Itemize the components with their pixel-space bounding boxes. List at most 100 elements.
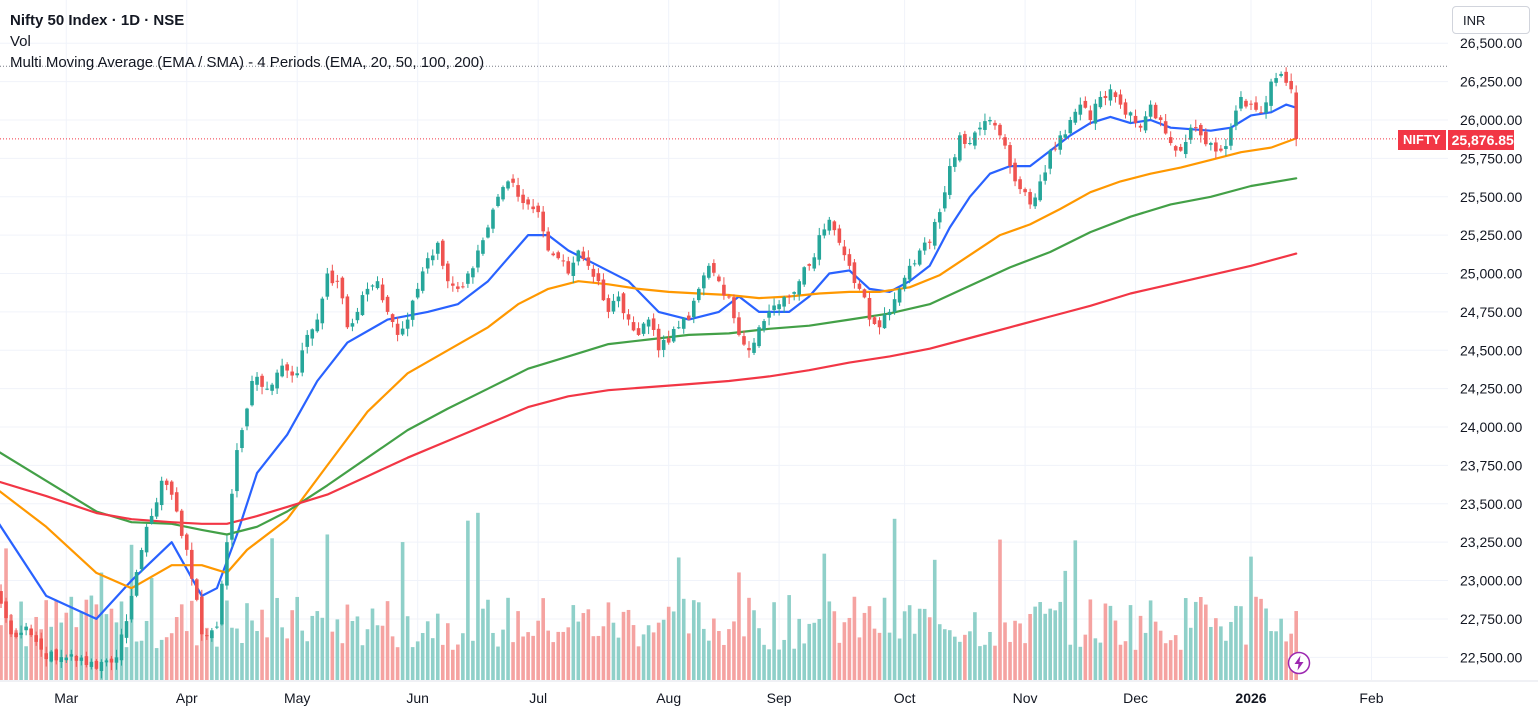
candle	[74, 654, 79, 667]
candle	[541, 206, 545, 238]
volume-bar	[963, 634, 967, 680]
chart-legend: Nifty 50 Index · 1D · NSE Vol Multi Movi…	[10, 10, 484, 73]
candle	[697, 287, 701, 303]
candle	[466, 271, 470, 288]
candle	[802, 266, 807, 287]
volume-bar	[235, 628, 239, 680]
candle	[686, 311, 691, 321]
volume-bar	[471, 640, 475, 680]
volume-bar	[496, 646, 500, 680]
candle	[1023, 187, 1027, 197]
volume-bar	[506, 597, 510, 680]
volume-bar	[1078, 646, 1083, 680]
volume-bar	[245, 603, 249, 680]
candle-body	[1234, 110, 1238, 126]
x-tick-label: Aug	[656, 690, 681, 706]
volume-bar	[320, 617, 325, 680]
candle-body	[1244, 100, 1248, 107]
volume-bar	[310, 615, 315, 680]
candle-body	[953, 157, 957, 167]
volume-bar	[757, 628, 761, 680]
volume-bar	[174, 617, 179, 680]
candle	[882, 307, 887, 329]
candle	[440, 238, 445, 270]
candle-body	[917, 250, 922, 265]
candle-body	[727, 296, 731, 298]
currency-selector[interactable]: INR	[1452, 6, 1530, 34]
candle-body	[144, 526, 149, 553]
volume-bar	[230, 627, 234, 680]
volume-bar	[842, 622, 847, 680]
volume-bar	[973, 612, 977, 680]
candle	[1234, 105, 1238, 131]
candle	[867, 291, 872, 327]
candle	[215, 621, 219, 630]
candle	[983, 113, 987, 136]
candle-body	[877, 320, 882, 328]
candle	[812, 253, 817, 272]
candle-body	[837, 228, 842, 243]
volume-bar	[280, 627, 284, 680]
candle-body	[1008, 145, 1012, 167]
candle-body	[887, 311, 892, 316]
candle	[832, 220, 837, 236]
candle-body	[626, 314, 631, 320]
volume-bar	[250, 620, 254, 680]
volume-bar	[601, 626, 606, 680]
candle	[621, 291, 626, 320]
volume-bar	[942, 629, 947, 680]
candle-body	[124, 621, 129, 638]
indicator-legend[interactable]: Multi Moving Average (EMA / SMA) - 4 Per…	[10, 54, 485, 71]
candle	[179, 508, 184, 539]
candle-body	[1013, 162, 1017, 182]
candle-body	[79, 657, 84, 661]
candle-body	[556, 252, 561, 259]
candle	[94, 659, 99, 670]
symbol-title[interactable]: Nifty 50 Index · 1D · NSE	[10, 12, 185, 29]
candle-body	[506, 181, 510, 189]
candle	[1209, 141, 1213, 151]
candle	[310, 328, 315, 346]
candle	[129, 588, 134, 623]
candle-body	[215, 626, 219, 628]
volume-bar	[144, 620, 149, 680]
lightning-icon[interactable]	[1287, 651, 1311, 675]
candle	[1043, 165, 1047, 185]
candle	[747, 341, 751, 358]
candle	[481, 237, 485, 256]
volume-bar	[164, 637, 169, 680]
volume-bar	[516, 611, 520, 680]
volume-bar	[747, 597, 751, 680]
candle-body	[1279, 73, 1283, 76]
candle-body	[179, 510, 184, 536]
candle-body	[330, 270, 335, 284]
candle	[1118, 89, 1123, 109]
candle-body	[968, 143, 972, 145]
ema-line-200	[0, 252, 1298, 525]
candle	[1063, 129, 1068, 140]
candle-body	[1183, 142, 1188, 155]
volume-bar	[832, 611, 837, 680]
candle	[772, 298, 776, 316]
volume-legend[interactable]: Vol	[10, 33, 31, 50]
volume-bar	[586, 609, 591, 680]
candle-body	[1143, 116, 1148, 131]
candle-body	[1239, 96, 1243, 109]
candle	[159, 476, 164, 511]
candle-body	[1053, 148, 1058, 150]
candle-body	[1168, 137, 1173, 144]
volume-bar	[220, 624, 224, 680]
candle-body	[862, 289, 867, 298]
candle-body	[631, 322, 636, 331]
time-axis[interactable]: Mar Apr May Jun Jul Aug Sep Oct Nov Dec 2026 Feb	[0, 680, 1538, 706]
volume-bar	[988, 631, 992, 680]
candle-body	[119, 634, 124, 661]
candle-body	[1163, 121, 1168, 134]
price-axis[interactable]: 22,500.00 22,750.00 23,000.00 23,250.00 23,5…	[1460, 35, 1522, 665]
candle-body	[320, 298, 325, 324]
candle	[1098, 91, 1103, 109]
candle-body	[1073, 111, 1078, 123]
volume-bar	[958, 641, 962, 680]
candle	[1289, 73, 1293, 94]
